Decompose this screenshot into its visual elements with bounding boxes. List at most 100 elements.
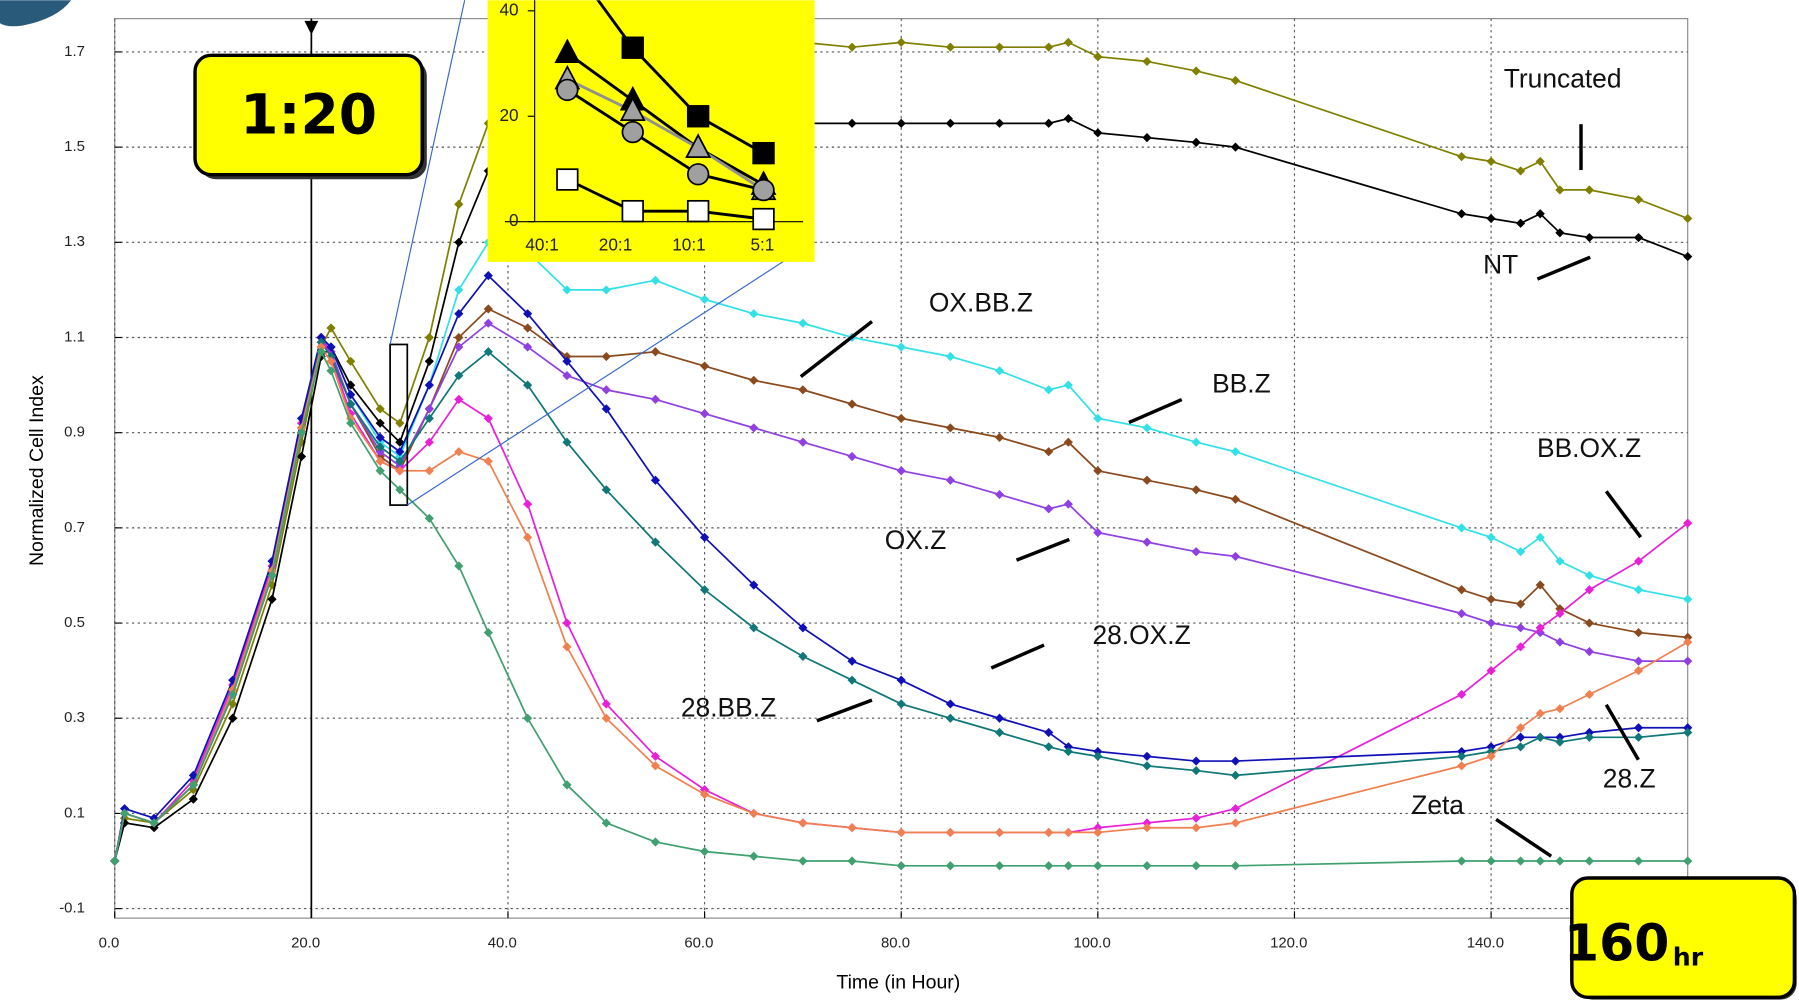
series-annotation: BB.OX.Z <box>1537 433 1641 463</box>
data-point <box>1230 494 1241 504</box>
badge-text: 1:20 <box>240 83 377 147</box>
inset-marker <box>686 163 710 186</box>
x-tick-label: 0.0 <box>99 935 120 951</box>
data-point <box>896 413 906 423</box>
data-point <box>1044 827 1054 838</box>
data-point <box>424 513 434 523</box>
data-point <box>454 394 464 404</box>
data-point <box>562 285 572 295</box>
data-point <box>945 475 955 485</box>
x-axis-title: Time (in Hour) <box>836 972 960 994</box>
y-tick-label: -0.1 <box>59 901 85 917</box>
series-annotation: OX.BB.Z <box>929 287 1033 317</box>
data-point <box>847 675 857 685</box>
data-point <box>562 437 572 447</box>
data-point <box>1515 742 1526 752</box>
annotation-pointer <box>1604 703 1640 761</box>
data-point <box>316 332 326 343</box>
data-point <box>1230 804 1241 814</box>
data-point <box>896 466 906 476</box>
data-point <box>1584 232 1594 243</box>
x-tick-label: 60.0 <box>684 935 713 951</box>
series-line <box>113 349 1688 867</box>
data-point <box>1063 861 1073 871</box>
inset-line <box>566 51 765 187</box>
data-point <box>1093 827 1103 838</box>
inset-x-tick-label: 40:1 <box>525 234 558 254</box>
annotation-pointer <box>1128 397 1183 425</box>
x-tick-label: 100.0 <box>1073 935 1110 951</box>
data-point <box>1063 742 1073 752</box>
data-point <box>601 285 611 295</box>
data-point <box>375 466 385 476</box>
data-point <box>601 485 611 495</box>
data-point <box>1555 704 1565 714</box>
data-point <box>562 370 572 381</box>
inset-marker <box>621 199 644 223</box>
data-point <box>1063 746 1073 757</box>
data-point <box>1230 551 1241 562</box>
data-point <box>945 351 955 362</box>
data-point <box>562 618 572 628</box>
inset-marker <box>685 133 712 158</box>
data-point <box>375 418 385 428</box>
data-point <box>1093 128 1103 138</box>
y-tick-label: 1.5 <box>64 139 85 155</box>
data-point <box>798 385 808 395</box>
annotation-pointer <box>1536 255 1591 281</box>
data-point <box>1633 232 1644 243</box>
data-point <box>1044 447 1054 457</box>
inset-x-tick-label: 10:1 <box>672 234 705 254</box>
data-point <box>326 342 336 352</box>
data-point <box>1230 75 1241 86</box>
data-point <box>346 399 356 409</box>
data-point <box>1142 861 1152 871</box>
data-point <box>601 699 611 709</box>
data-point <box>1191 547 1201 557</box>
data-point <box>483 271 493 281</box>
data-point <box>798 651 808 661</box>
data-point <box>601 404 611 414</box>
data-point <box>1044 504 1054 514</box>
data-point <box>1535 209 1545 219</box>
data-point <box>424 466 434 476</box>
data-point <box>454 285 464 295</box>
data-point <box>483 347 493 357</box>
data-point <box>1515 218 1526 228</box>
data-point <box>267 570 277 581</box>
data-point <box>1044 385 1054 395</box>
data-point <box>1457 209 1467 219</box>
data-point <box>1142 133 1152 143</box>
data-point <box>424 356 434 366</box>
data-point <box>1044 727 1054 738</box>
data-point <box>1230 770 1241 780</box>
data-point <box>395 418 405 428</box>
data-point <box>1486 618 1496 628</box>
inset-marker <box>752 207 775 231</box>
data-point <box>1093 52 1103 62</box>
x-tick-label: 80.0 <box>881 935 910 951</box>
series-annotation: 28.OX.Z <box>1092 620 1190 650</box>
data-point <box>749 375 759 385</box>
data-point <box>1230 756 1241 766</box>
data-point <box>601 385 611 395</box>
annotation-pointer <box>990 643 1045 670</box>
data-point <box>1486 213 1496 224</box>
data-point <box>1584 618 1594 628</box>
data-point <box>1486 156 1496 166</box>
data-point <box>424 332 434 343</box>
data-point <box>296 428 307 438</box>
data-point <box>601 351 611 362</box>
x-tick-label: 20.0 <box>291 935 320 951</box>
series-annotation: Truncated <box>1504 64 1622 94</box>
series-annotation: OX.Z <box>885 525 947 555</box>
data-point <box>1683 213 1693 224</box>
data-point <box>395 466 405 476</box>
data-point <box>1683 518 1693 528</box>
inset-marker <box>621 120 644 144</box>
series-line <box>113 274 1688 862</box>
inset-x-tick-label: 20:1 <box>599 234 632 254</box>
data-point <box>1457 746 1467 757</box>
series-annotation: BB.Z <box>1212 369 1271 399</box>
treatment-marker <box>304 20 319 35</box>
